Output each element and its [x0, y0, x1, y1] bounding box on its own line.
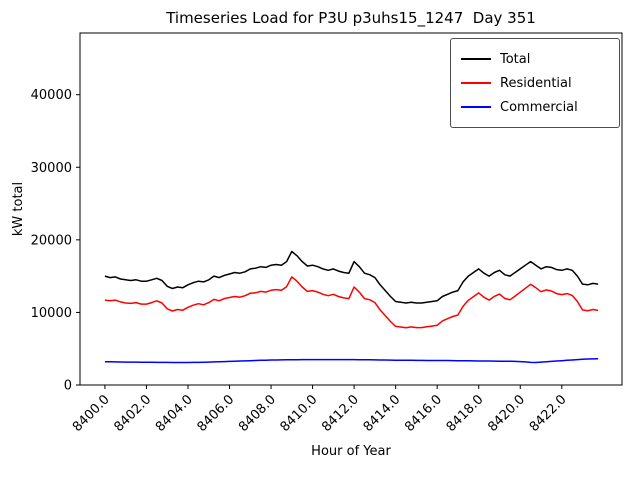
legend-entry-total: Total	[461, 47, 609, 71]
legend: Total Residential Commercial	[450, 38, 620, 128]
y-tick-label: 0	[64, 379, 72, 394]
x-tick-label: 8410.0	[278, 392, 321, 435]
series-line-commercial	[104, 357, 599, 364]
series-line-total	[104, 250, 599, 304]
x-tick-label: 8418.0	[444, 392, 487, 435]
x-tick-label: 8414.0	[361, 392, 404, 435]
x-tick-label: 8400.0	[70, 392, 113, 435]
legend-label: Total	[500, 51, 531, 67]
chart-title: Timeseries Load for P3U p3uhs15_1247 Day…	[166, 9, 536, 27]
legend-line-sample	[461, 58, 491, 60]
x-tick-label: 8420.0	[485, 392, 528, 435]
x-tick-label: 8406.0	[195, 392, 238, 435]
x-tick-label: 8408.0	[236, 392, 279, 435]
x-tick-label: 8412.0	[319, 392, 362, 435]
y-axis-label: kW total	[11, 181, 26, 237]
x-tick-label: 8422.0	[527, 392, 570, 435]
legend-label: Commercial	[500, 99, 578, 115]
x-axis-label: Hour of Year	[311, 444, 391, 459]
legend-label: Residential	[500, 75, 572, 91]
y-tick-label: 10000	[31, 306, 72, 321]
series-line-residential	[104, 276, 599, 329]
legend-line-sample	[461, 82, 491, 84]
y-tick-label: 30000	[31, 161, 72, 176]
legend-line-sample	[461, 106, 491, 108]
plot-border	[79, 32, 623, 386]
y-tick-label: 20000	[31, 233, 72, 248]
x-tick-label: 8404.0	[153, 392, 196, 435]
legend-entry-residential: Residential	[461, 71, 609, 95]
x-tick-label: 8402.0	[112, 392, 155, 435]
y-tick-label: 40000	[31, 88, 72, 103]
x-tick-label: 8416.0	[402, 392, 445, 435]
legend-entry-commercial: Commercial	[461, 95, 609, 119]
